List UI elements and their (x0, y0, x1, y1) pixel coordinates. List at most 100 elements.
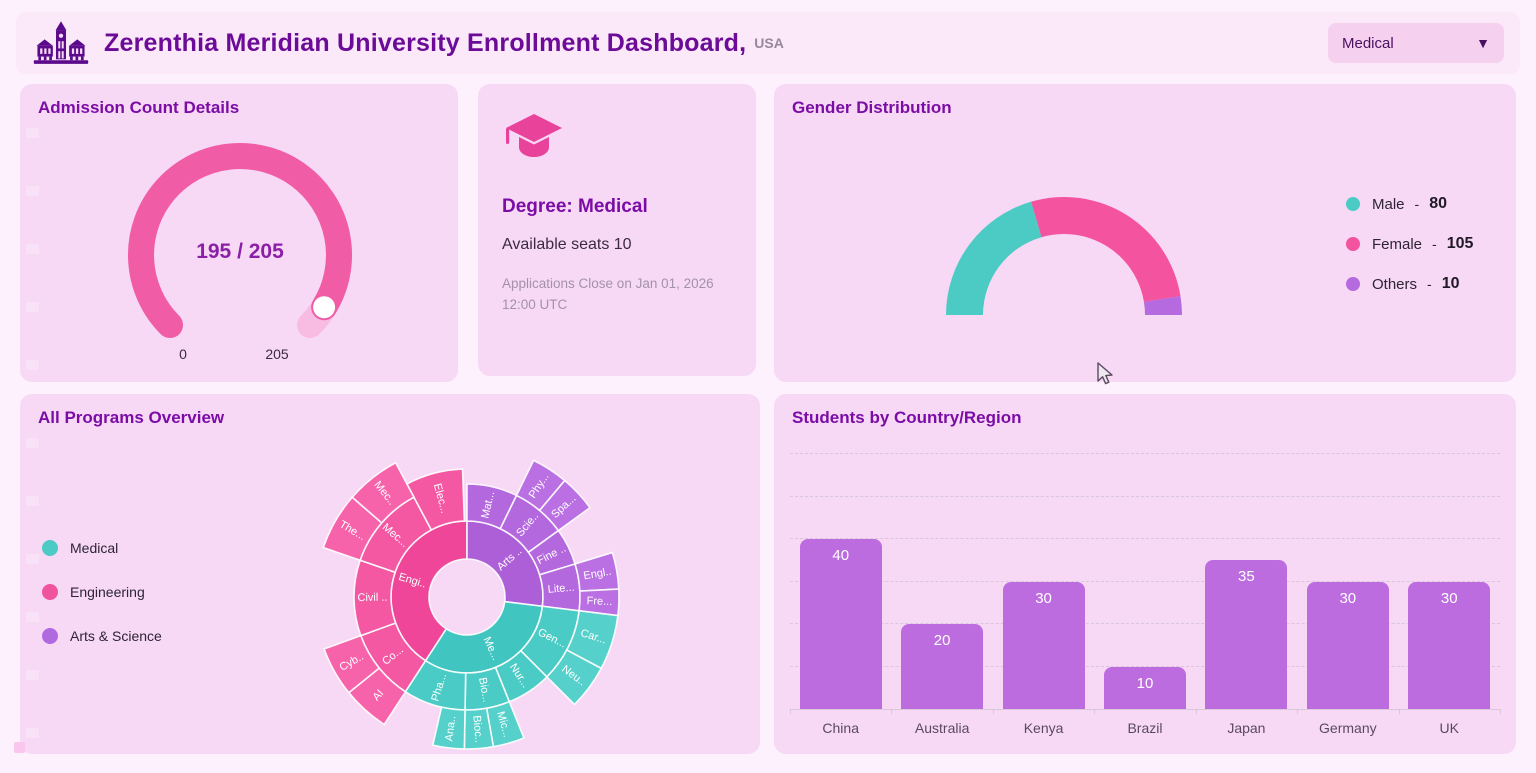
axis-tick (1195, 709, 1197, 714)
gauge-min-label: 0 (179, 346, 187, 362)
sunburst-segment[interactable] (538, 479, 592, 532)
sunburst-segment[interactable] (405, 468, 466, 531)
gender-segment-male[interactable] (946, 201, 1042, 315)
bar-column: 20 (891, 454, 992, 709)
bar-column: 35 (1196, 454, 1297, 709)
sunburst-segment[interactable] (351, 461, 416, 524)
programs-sunburst-chart: Engi..Arts ..Me...Co...Civil ..Mec...Ele… (322, 459, 620, 750)
programs-overview-card: All Programs Overview Medical Engineering… (20, 394, 760, 754)
degree-dropdown[interactable]: Medical ▼ (1328, 23, 1504, 63)
legend-label: Others (1372, 275, 1418, 293)
bars-container: 40 20 30 10 35 30 30 (790, 454, 1500, 709)
gender-legend-item-female[interactable]: Female -105 (1346, 230, 1473, 258)
bar-kenya[interactable]: 30 (1002, 581, 1085, 709)
gridline (790, 538, 1500, 539)
bar-germany[interactable]: 30 (1306, 581, 1389, 709)
bar-value-label: 30 (1339, 589, 1357, 607)
programs-legend-item-engineering[interactable]: Engineering (42, 578, 162, 606)
x-axis-label-australia: Australia (914, 720, 970, 736)
axis-tick (1398, 709, 1400, 714)
legend-separator: - (1427, 276, 1432, 292)
axis-tick (1500, 709, 1501, 714)
degree-dropdown-value: Medical (1342, 34, 1394, 52)
bar-uk[interactable]: 30 (1408, 581, 1491, 709)
sunburst-segment[interactable] (545, 648, 603, 706)
sunburst-segment-label: Fre... (586, 595, 612, 608)
bar-column: 30 (993, 454, 1094, 709)
sunburst-segment-label: Engl.. (583, 566, 613, 583)
gridline (790, 453, 1500, 454)
sunburst-segment[interactable] (431, 706, 466, 750)
bar-brazil[interactable]: 10 (1103, 666, 1186, 709)
legend-dot-icon (1346, 277, 1360, 291)
programs-legend-item-medical[interactable]: Medical (42, 534, 162, 562)
degree-title: Degree: Medical (502, 196, 648, 217)
gender-card-title: Gender Distribution (792, 98, 952, 117)
x-axis-label-germany: Germany (1319, 720, 1377, 736)
bar-value-label: 30 (1035, 589, 1052, 607)
gridline (790, 623, 1500, 624)
axis-tick (1297, 709, 1299, 714)
sunburst-segment-label: Bio... (476, 676, 492, 703)
students-x-axis-labels: China Australia Kenya Brazil Japan Germany UK (790, 720, 1500, 742)
page-region: USA (754, 35, 784, 51)
gender-segment-others[interactable] (1143, 296, 1182, 315)
bar-column: 30 (1399, 454, 1500, 709)
sunburst-segment[interactable] (323, 634, 381, 694)
gender-distribution-card: Gender Distribution Male -80 Female -105 Oth… (774, 84, 1516, 382)
bar-value-label: 20 (933, 632, 951, 649)
bar-column: 30 (1297, 454, 1398, 709)
legend-dot-icon (1346, 237, 1360, 251)
axis-tick (790, 709, 791, 714)
bar-column: 10 (1094, 454, 1195, 709)
bar-value-label: 10 (1136, 674, 1154, 692)
legend-label: Arts & Science (70, 628, 162, 644)
legend-separator: - (1414, 196, 1420, 212)
legend-dot-icon (42, 540, 58, 556)
gridline (790, 665, 1500, 667)
x-axis-label-uk: UK (1439, 720, 1459, 736)
chevron-down-icon: ▼ (1476, 35, 1490, 51)
axis-tick (992, 709, 994, 714)
x-axis-label-brazil: Brazil (1127, 720, 1163, 736)
gender-segment-female[interactable] (1031, 197, 1181, 303)
programs-legend-item-arts-science[interactable]: Arts & Science (42, 622, 162, 650)
bar-china[interactable]: 40 (799, 539, 882, 709)
page-title: Zerenthia Meridian University Enrollment… (104, 28, 747, 57)
university-logo-icon (33, 21, 89, 64)
bar-japan[interactable]: 35 (1205, 560, 1288, 709)
programs-card-title: All Programs Overview (38, 408, 225, 427)
programs-legend: Medical Engineering Arts & Science (42, 534, 162, 666)
x-axis-label-china: China (822, 720, 859, 736)
decoration-square (14, 742, 25, 753)
gender-legend-item-others[interactable]: Others -10 (1346, 270, 1473, 298)
legend-value: 80 (1429, 195, 1447, 212)
bar-australia[interactable]: 20 (901, 624, 984, 709)
sunburst-segment-label: Bioc.. (470, 715, 484, 743)
gauge-value-label: 195 / 205 (196, 240, 284, 263)
axis-tick (891, 709, 893, 714)
students-bar-chart: 40 20 30 10 35 30 30 (790, 453, 1501, 714)
legend-dot-icon (1346, 197, 1360, 211)
bar-value-label: 35 (1238, 568, 1255, 586)
gender-half-donut-chart (946, 197, 1182, 315)
legend-label: Male (1372, 195, 1405, 213)
gridline (790, 495, 1500, 497)
legend-value: 105 (1446, 235, 1474, 252)
legend-separator: - (1432, 236, 1437, 252)
legend-value: 10 (1441, 275, 1460, 292)
admission-count-card: Admission Count Details 195 / 205 0 205 (20, 84, 458, 382)
legend-dot-icon (42, 628, 58, 644)
admission-gauge-chart (128, 143, 352, 339)
legend-label: Engineering (70, 584, 145, 600)
x-axis-label-japan: Japan (1227, 720, 1266, 736)
legend-label: Female (1372, 235, 1423, 253)
sunburst-segment-label: Lite... (547, 582, 575, 596)
degree-close-date: Applications Close on Jan 01, 2026 12:00… (502, 276, 714, 312)
gender-legend-item-male[interactable]: Male -80 (1346, 190, 1473, 218)
bar-value-label: 30 (1440, 589, 1458, 607)
sunburst-segment-label: Civil .. (357, 592, 387, 604)
degree-available-seats: Available seats 10 (502, 236, 632, 253)
legend-dot-icon (42, 584, 58, 600)
